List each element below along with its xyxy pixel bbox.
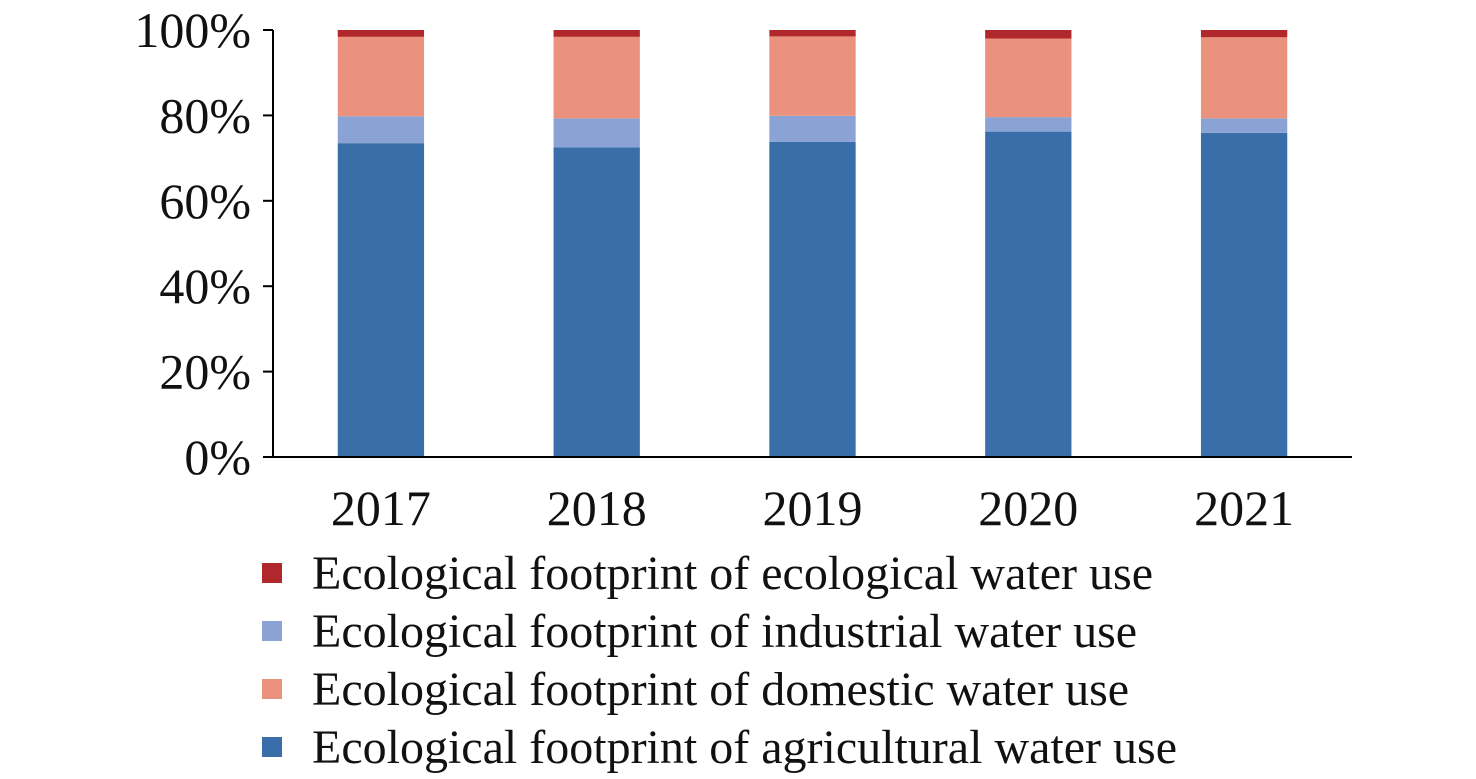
bar-segment-2018-series-0 [553,147,640,457]
legend-label-series-1: Ecological footprint of industrial water… [312,605,1137,658]
x-tick-label: 2021 [1194,480,1294,536]
bar-segment-2020-series-3 [985,30,1072,39]
bar-segment-2021-series-3 [1200,30,1288,38]
bar-segment-2019-series-0 [769,141,856,457]
legend-swatch-series-2 [262,679,282,699]
bar-segment-2018-series-3 [553,30,640,37]
bar-segment-2019-series-2 [769,36,856,116]
bar-segment-2017-series-3 [337,30,425,37]
x-tick-label: 2020 [978,480,1078,536]
bar-segment-2020-series-1 [985,117,1072,132]
y-tick-label: 60% [159,173,251,229]
x-axis-ticks: 2017 2018 2019 2020 2021 [331,480,1294,536]
legend: Ecological footprint of ecological water… [262,547,1177,774]
bar-segment-2019-series-1 [769,115,856,142]
y-axis-ticks: 0% 20% 40% 60% 80% 100% [134,2,273,485]
y-tick-label: 100% [134,2,251,58]
bar-segment-2017-series-0 [337,143,425,457]
y-tick-label: 40% [159,258,251,314]
x-tick-label: 2018 [547,480,647,536]
y-tick-label: 0% [184,429,251,485]
legend-swatch-series-1 [262,621,282,641]
bar-segment-2020-series-2 [985,38,1072,118]
y-tick-label: 80% [159,87,251,143]
legend-label-series-0: Ecological footprint of agricultural wat… [312,721,1177,774]
bar-segment-2021-series-2 [1200,37,1288,119]
legend-swatch-series-0 [262,737,282,757]
legend-label-series-2: Ecological footprint of domestic water u… [312,663,1129,716]
bar-segment-2018-series-2 [553,36,640,119]
bar-segment-2018-series-1 [553,118,640,148]
legend-swatch-series-3 [262,563,282,583]
legend-label-series-3: Ecological footprint of ecological water… [312,547,1153,600]
bars-group [337,30,1288,457]
bar-segment-2019-series-3 [769,30,856,37]
x-tick-label: 2017 [331,480,431,536]
bar-segment-2017-series-1 [337,116,425,144]
bar-segment-2017-series-2 [337,36,425,117]
y-tick-label: 20% [159,344,251,400]
bar-segment-2021-series-0 [1200,132,1288,457]
bar-segment-2020-series-0 [985,131,1072,457]
bar-segment-2021-series-1 [1200,118,1288,133]
x-tick-label: 2019 [763,480,863,536]
